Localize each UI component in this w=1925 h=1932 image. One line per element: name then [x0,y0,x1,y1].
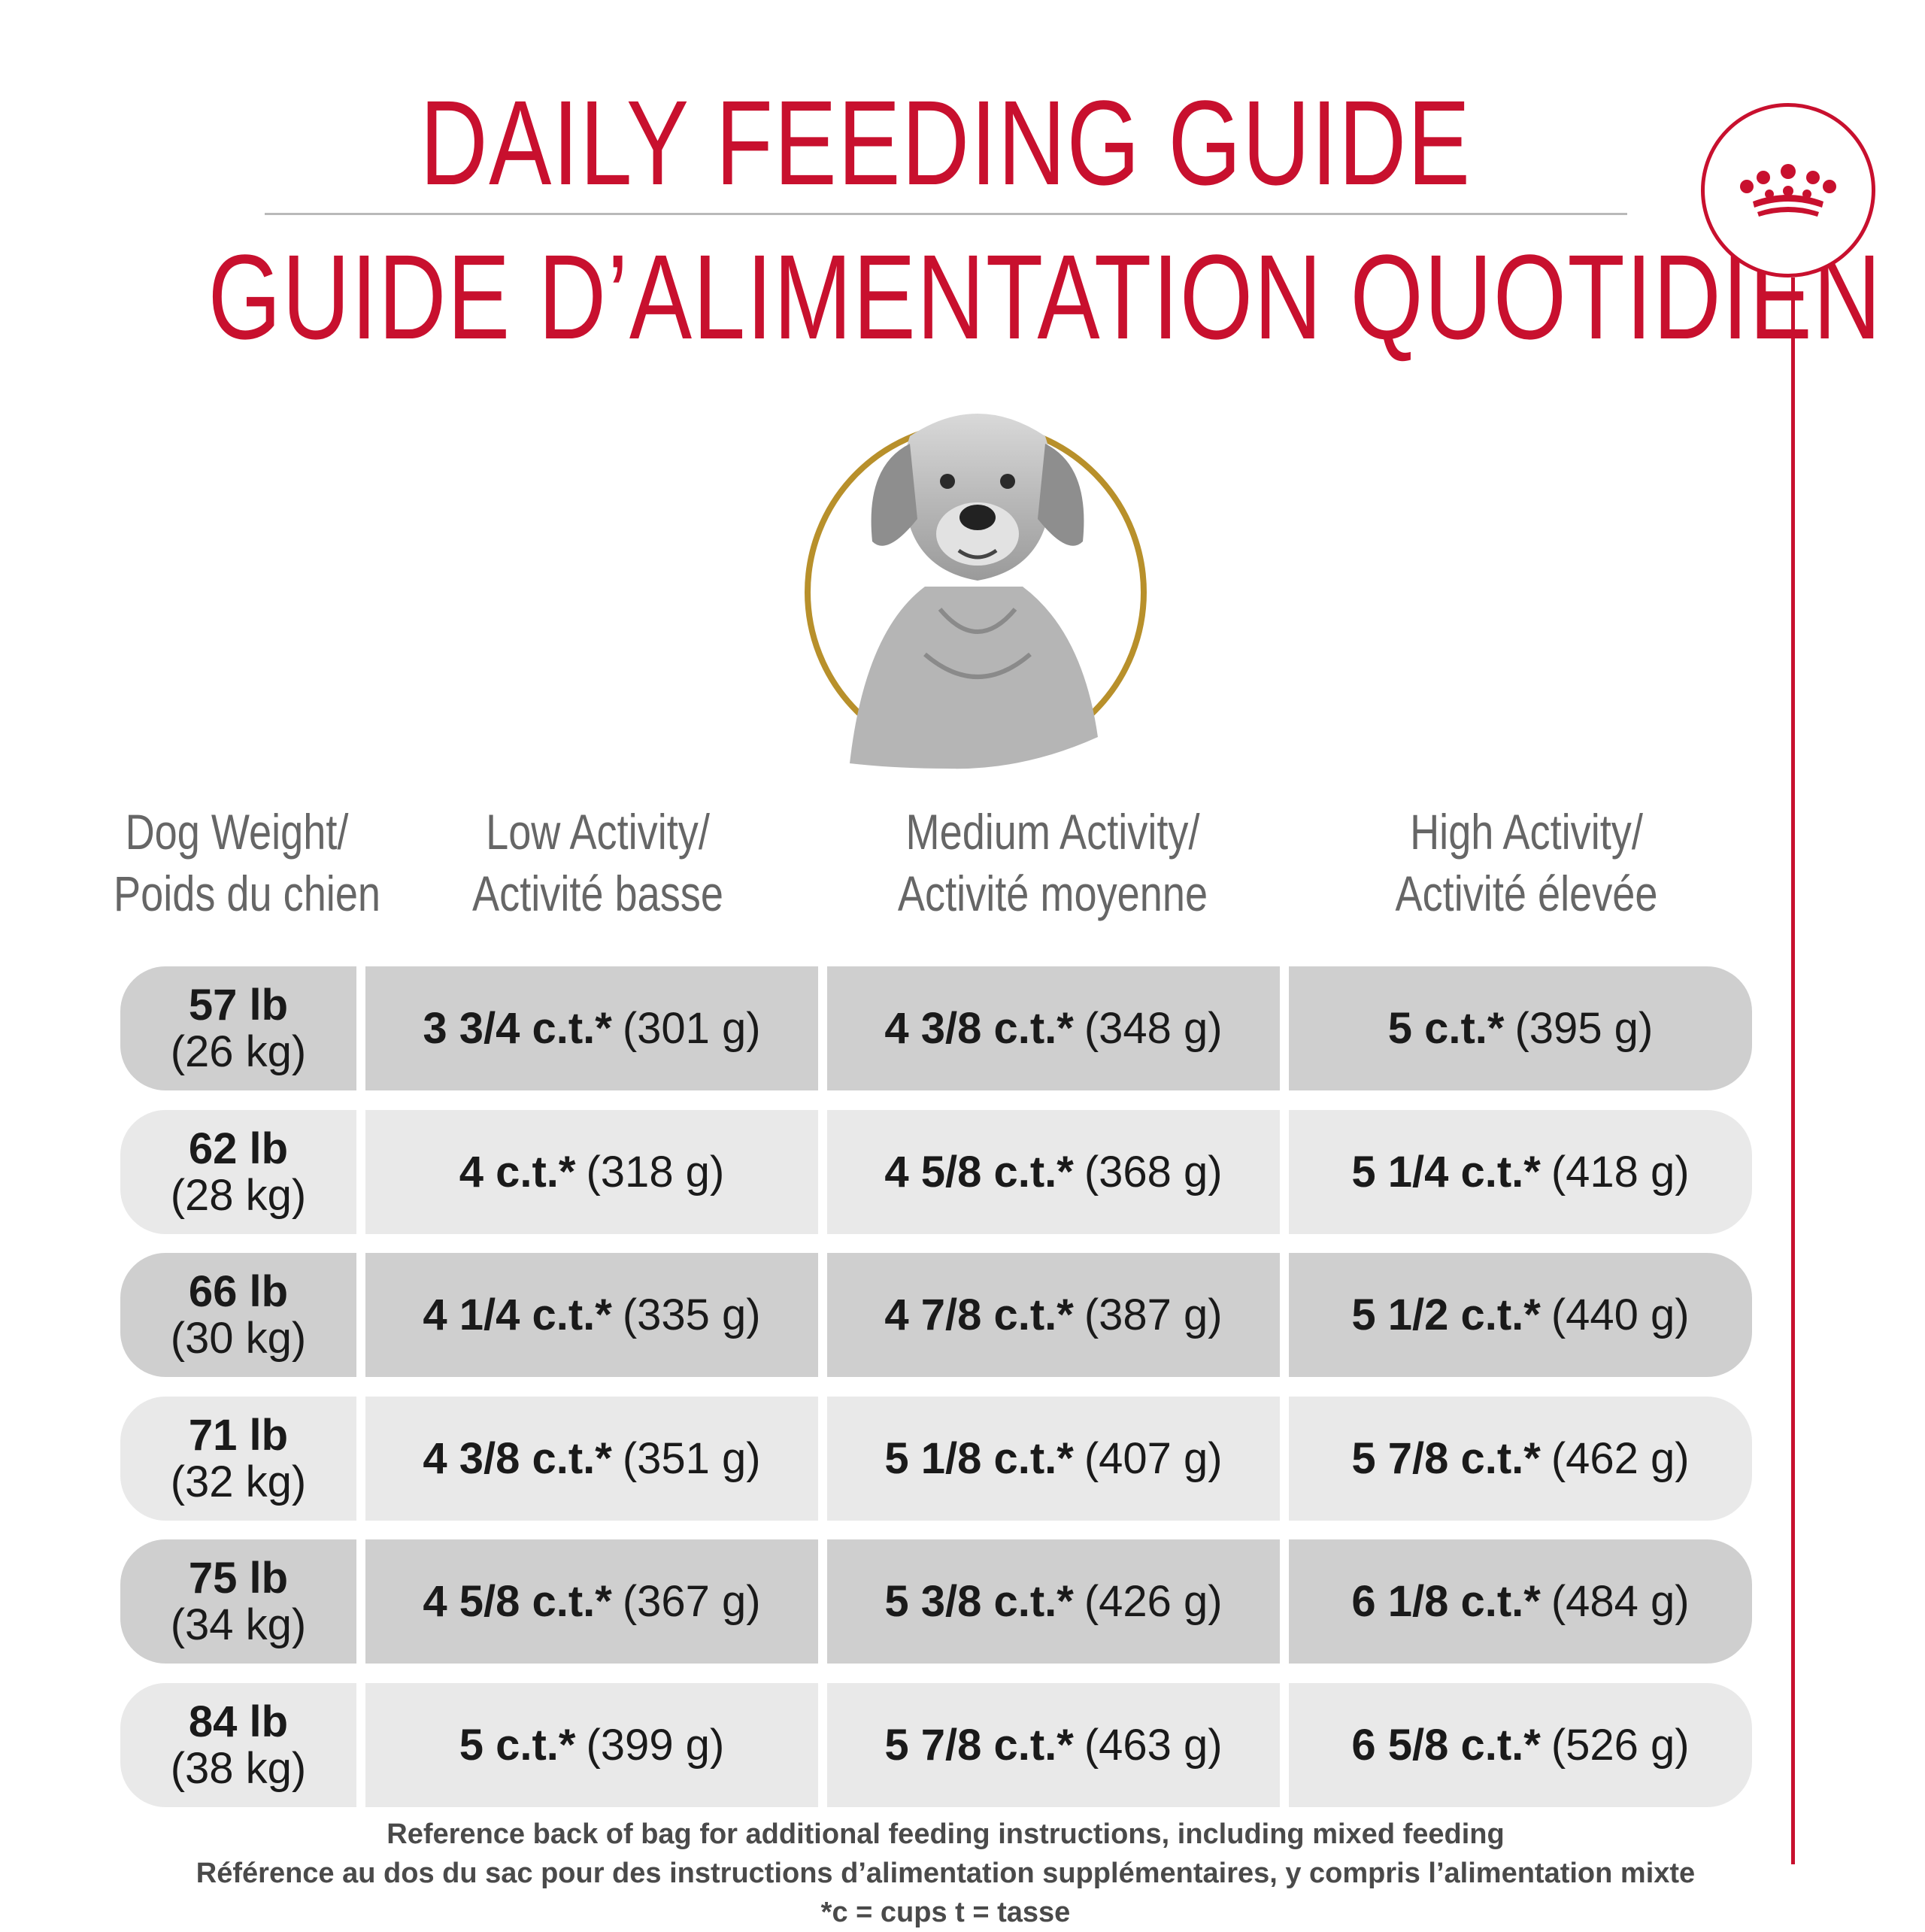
column-header-weight: Dog Weight/Poids du chien [114,804,381,921]
high-activity-cell: 5 7/8 c.t.* (462 g) [1289,1397,1752,1521]
crown-icon [1740,164,1836,217]
weight-cell: 57 lb (26 kg) [120,966,356,1090]
table-row: 71 lb (32 kg) 4 3/8 c.t.* (351 g) 5 1/8 c.… [120,1397,1752,1521]
column-header-high: High Activity/Activité élevée [1395,804,1658,921]
column-header-medium: Medium Activity/Activité moyenne [897,804,1208,921]
table-row: 84 lb (38 kg) 5 c.t.* (399 g) 5 7/8 c.t.*(… [120,1683,1752,1807]
table-row: 57 lb (26 kg) 3 3/4 c.t.* (301 g) 4 3/8 c.… [120,966,1752,1090]
high-activity-cell: 5 1/2 c.t.* (440 g) [1289,1253,1752,1377]
low-activity-cell: 5 c.t.* (399 g) [365,1683,818,1807]
weight-cell: 84 lb (38 kg) [120,1683,356,1807]
high-activity-cell: 5 c.t.* (395 g) [1289,966,1752,1090]
low-activity-cell: 3 3/4 c.t.* (301 g) [365,966,818,1090]
brand-vertical-line [1791,278,1795,1864]
title-divider [265,213,1627,215]
medium-activity-cell: 4 3/8 c.t.* (348 g) [827,966,1280,1090]
table-row: 62 lb (28 kg) 4 c.t.* (318 g) 4 5/8 c.t.*(… [120,1110,1752,1234]
medium-activity-cell: 5 1/8 c.t.* (407 g) [827,1397,1280,1521]
footer-note-french: Référence au dos du sac pour des instruc… [196,1858,1696,1889]
column-header-low: Low Activity/Activité basse [472,804,723,921]
low-activity-cell: 4 c.t.* (318 g) [365,1110,818,1234]
weight-cell: 66 lb (30 kg) [120,1253,356,1377]
table-row: 75 lb (34 kg) 4 5/8 c.t.* (367 g) 5 3/8 c.… [120,1539,1752,1664]
weight-cell: 75 lb (34 kg) [120,1539,356,1664]
medium-activity-cell: 5 7/8 c.t.* (463 g) [827,1683,1280,1807]
medium-activity-cell: 5 3/8 c.t.* (426 g) [827,1539,1280,1664]
low-activity-cell: 4 1/4 c.t.* (335 g) [365,1253,818,1377]
footer-unit-note: *c = cups t = tasse [820,1897,1071,1928]
high-activity-cell: 6 5/8 c.t.* (526 g) [1289,1683,1752,1807]
page-title-french: GUIDE D’ALIMENTATION QUOTIDIEN [208,229,1882,364]
medium-activity-cell: 4 7/8 c.t.* (387 g) [827,1253,1280,1377]
high-activity-cell: 6 1/8 c.t.* (484 g) [1289,1539,1752,1664]
weight-cell: 71 lb (32 kg) [120,1397,356,1521]
high-activity-cell: 5 1/4 c.t.* (418 g) [1289,1110,1752,1234]
table-row: 66 lb (30 kg) 4 1/4 c.t.* (335 g) 4 7/8 c.… [120,1253,1752,1377]
page-title-english: DAILY FEEDING GUIDE [420,75,1472,210]
brand-badge [1701,103,1875,278]
medium-activity-cell: 4 5/8 c.t.* (368 g) [827,1110,1280,1234]
dog-portrait-image [850,414,1098,769]
weight-cell: 62 lb (28 kg) [120,1110,356,1234]
low-activity-cell: 4 3/8 c.t.* (351 g) [365,1397,818,1521]
low-activity-cell: 4 5/8 c.t.* (367 g) [365,1539,818,1664]
footer-note-english: Reference back of bag for additional fee… [387,1818,1505,1850]
